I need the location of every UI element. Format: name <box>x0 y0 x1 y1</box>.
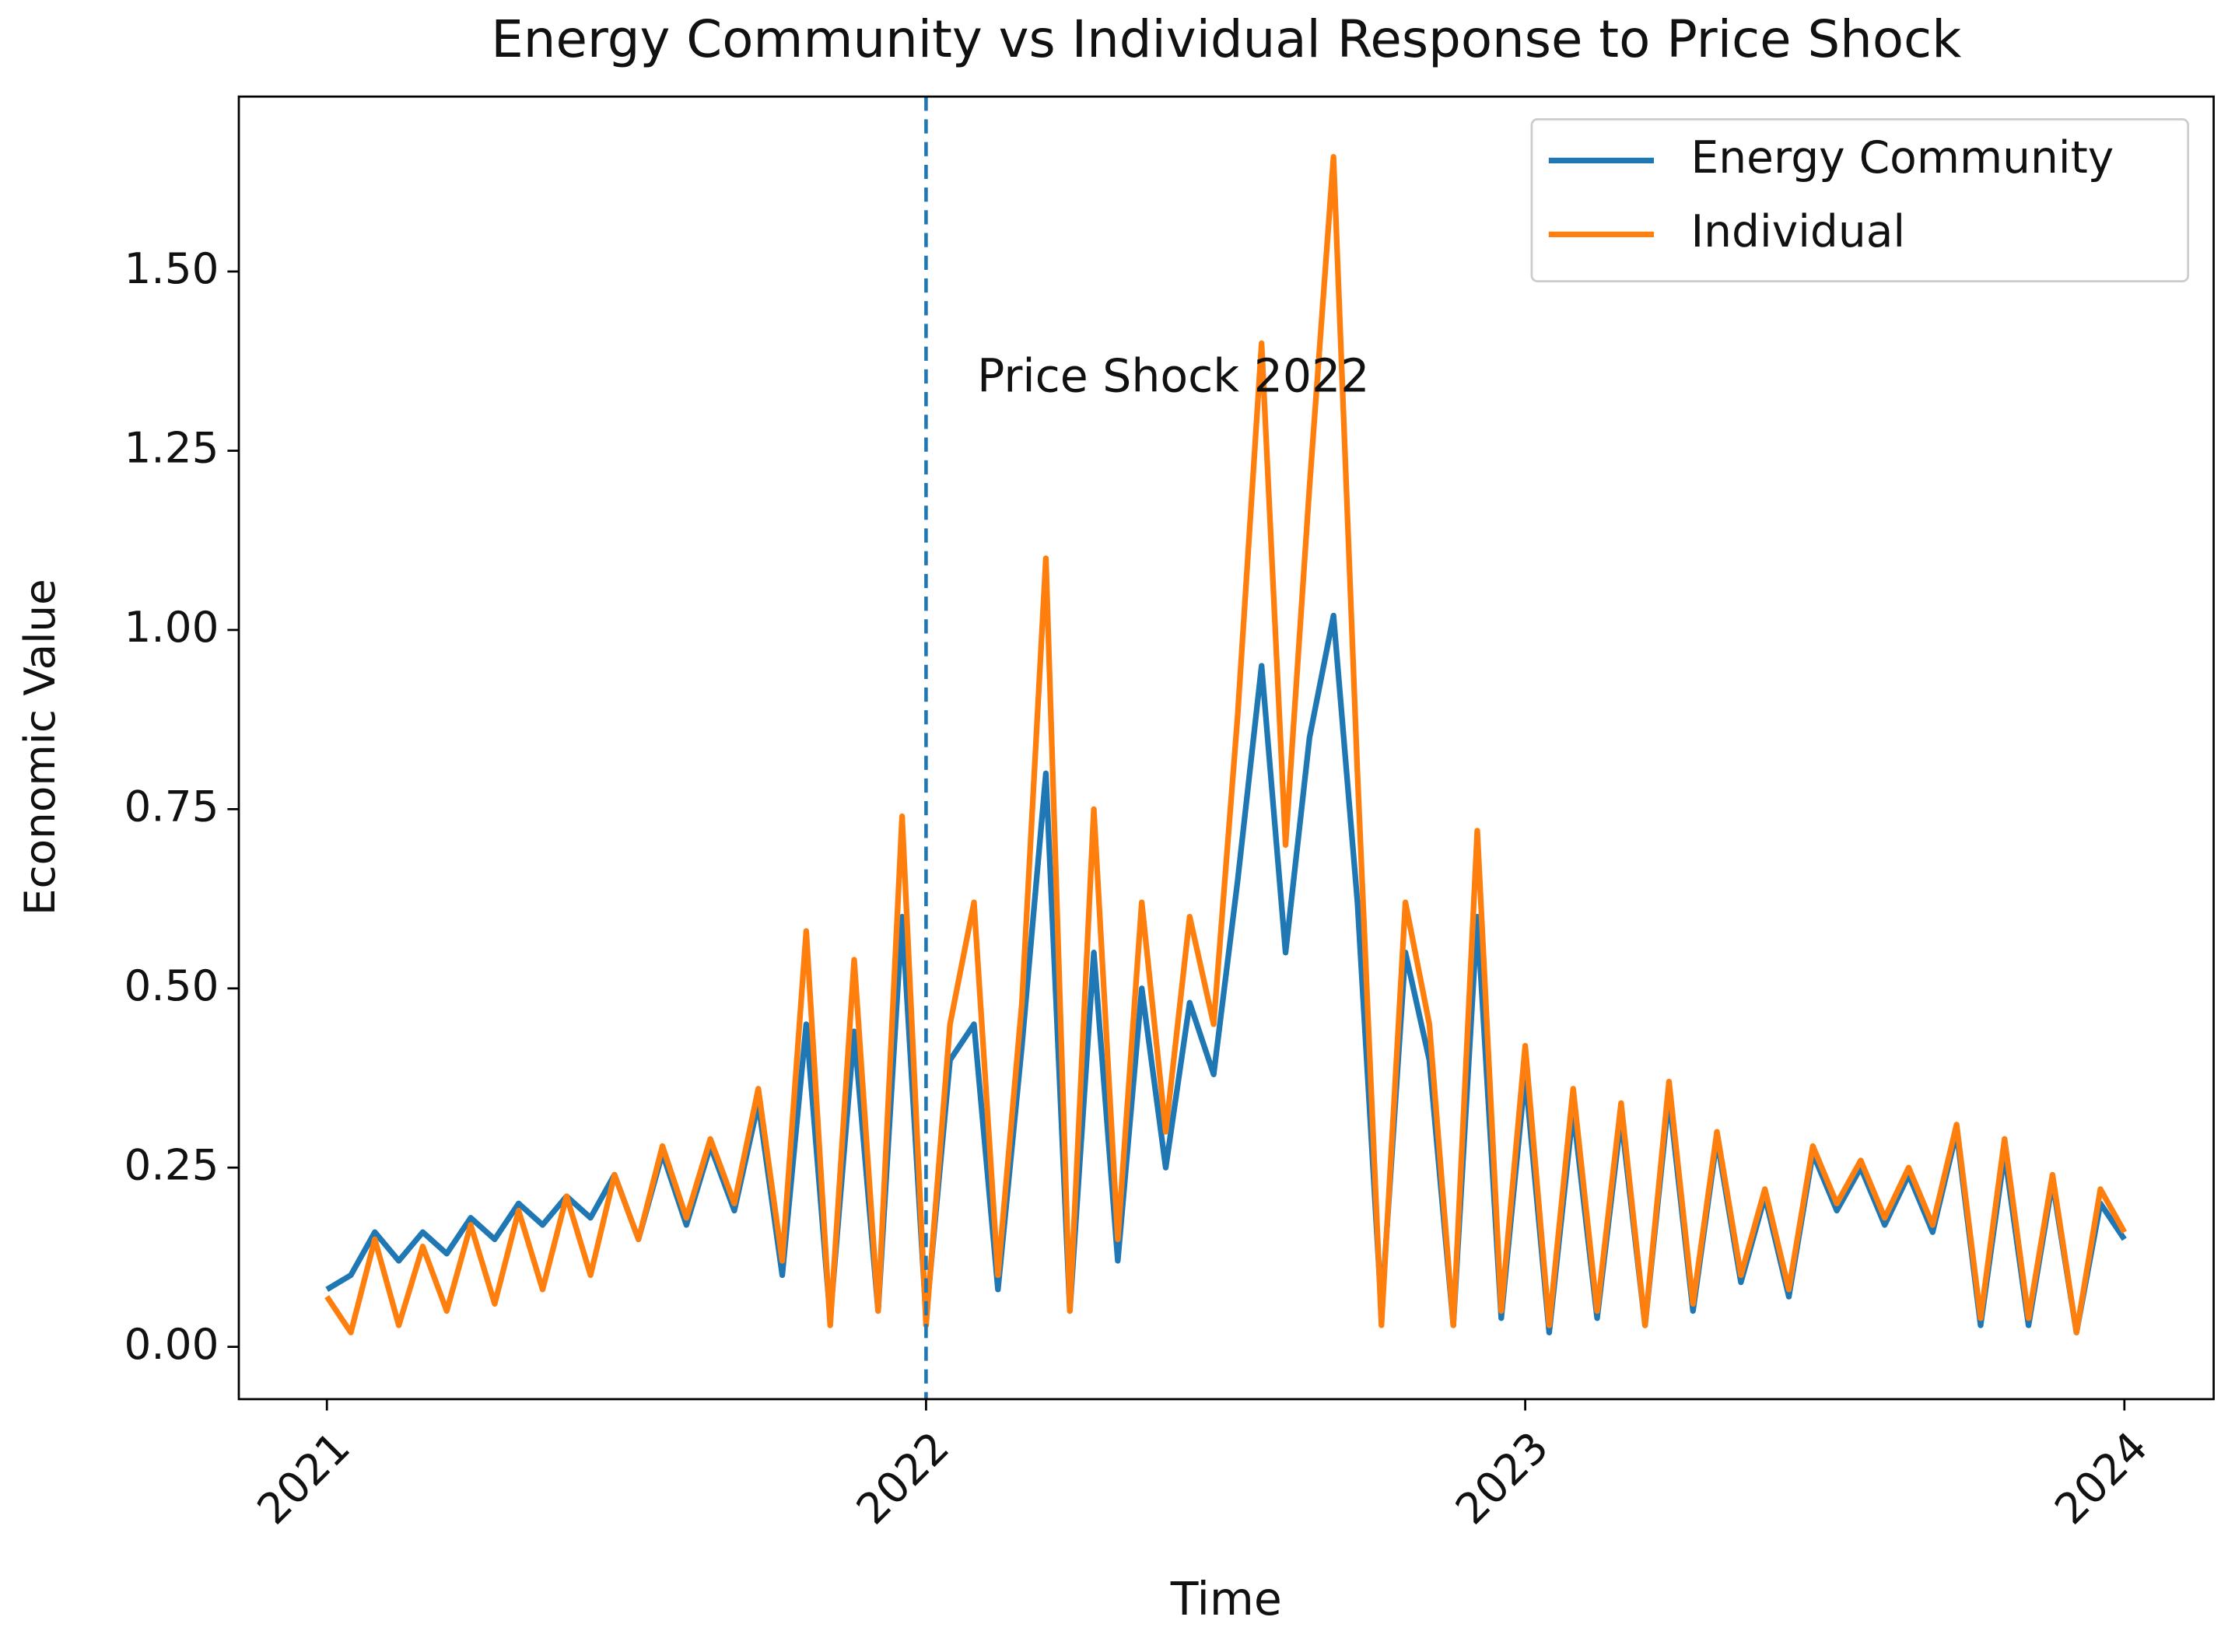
y-tick-label: 0.00 <box>124 1319 219 1369</box>
legend-box <box>1530 118 2190 282</box>
y-tick-label: 1.25 <box>124 423 219 473</box>
legend-label: Individual <box>1690 206 1905 257</box>
plot-frame <box>237 95 2215 1401</box>
chart-title: Energy Community vs Individual Response … <box>491 9 1961 69</box>
y-tick-label: 0.75 <box>124 781 219 831</box>
x-axis-label: Time <box>1170 1573 1282 1626</box>
legend-label: Energy Community <box>1690 132 2114 184</box>
y-tick-label: 1.50 <box>124 243 219 293</box>
y-tick-label: 0.50 <box>124 961 219 1010</box>
series-line <box>324 153 2127 1335</box>
y-axis-label: Economic Value <box>15 579 65 915</box>
y-tick-label: 0.25 <box>124 1139 219 1189</box>
annotation: Price Shock 2022 <box>977 349 1369 402</box>
y-tick-label: 1.00 <box>124 602 219 652</box>
